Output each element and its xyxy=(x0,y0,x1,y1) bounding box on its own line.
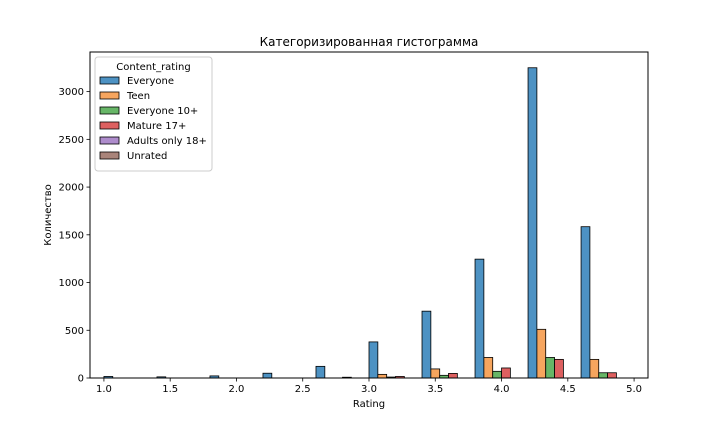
bar-teen-bin-9 xyxy=(589,358,600,379)
legend-label-unrated: Unrated xyxy=(127,151,167,162)
legend-label-everyone: Everyone xyxy=(127,76,174,87)
legend-swatch-everyone-10- xyxy=(99,106,120,115)
x-axis-label: Rating xyxy=(353,399,385,410)
bar-teen-bin-7 xyxy=(483,357,494,379)
y-tick-label: 0 xyxy=(78,374,84,385)
legend-box xyxy=(94,56,213,172)
y-tick-label: 2500 xyxy=(59,135,84,146)
bar-everyone-bin-9 xyxy=(580,226,591,379)
bar-everyone-bin-6 xyxy=(421,310,432,379)
x-tick-label: 3.5 xyxy=(427,384,443,395)
legend-swatch-everyone xyxy=(99,76,120,85)
y-tick-label: 3000 xyxy=(59,87,84,98)
y-axis-label: Количество xyxy=(43,184,54,246)
legend-label-adults-only-18-: Adults only 18+ xyxy=(127,136,207,147)
bar-mature-17--bin-7 xyxy=(501,367,511,379)
x-tick-label: 4.0 xyxy=(494,384,510,395)
x-tick-label: 1.5 xyxy=(162,384,178,395)
y-tick-label: 2000 xyxy=(59,183,84,194)
x-tick-label: 5.0 xyxy=(626,384,642,395)
bar-everyone-bin-3 xyxy=(262,372,273,379)
y-tick-label: 1000 xyxy=(59,278,84,289)
bar-everyone-10--bin-9 xyxy=(598,372,608,379)
legend-swatch-unrated xyxy=(99,151,120,160)
bar-mature-17--bin-9 xyxy=(607,372,617,379)
bar-teen-bin-6 xyxy=(430,368,441,379)
bar-everyone-bin-4 xyxy=(315,365,326,379)
legend-label-everyone-10-: Everyone 10+ xyxy=(127,106,198,117)
legend-label-teen: Teen xyxy=(126,91,150,102)
x-axis-ticks: 1.0 1.5 2.0 2.5 3.0 3.5 4.0 4.5 5.0 xyxy=(96,378,642,395)
legend-label-mature-17-: Mature 17+ xyxy=(127,121,186,132)
y-axis-ticks: 0 500 1000 1500 2000 2500 3000 xyxy=(59,87,90,385)
x-tick-label: 1.0 xyxy=(96,384,112,395)
bar-mature-17--bin-8 xyxy=(554,358,564,379)
bar-everyone-10--bin-7 xyxy=(492,370,502,379)
legend-swatch-adults-only-18- xyxy=(99,136,120,145)
x-tick-label: 3.0 xyxy=(361,384,377,395)
bars-layer xyxy=(103,67,617,379)
x-tick-label: 4.5 xyxy=(560,384,576,395)
bar-everyone-bin-5 xyxy=(368,341,379,379)
x-tick-label: 2.0 xyxy=(229,384,245,395)
y-tick-label: 1500 xyxy=(59,230,84,241)
bar-everyone-bin-8 xyxy=(527,67,538,379)
chart-title: Категоризированная гистограмма xyxy=(260,35,479,49)
legend: Content_rating Everyone Teen Everyone 10+ M… xyxy=(94,56,213,172)
legend-swatch-mature-17- xyxy=(99,121,120,130)
bar-mature-17--bin-6 xyxy=(448,373,458,379)
bar-everyone-10--bin-8 xyxy=(545,357,555,379)
legend-swatch-teen xyxy=(99,91,120,100)
y-tick-label: 500 xyxy=(65,326,84,337)
legend-title: Content_rating xyxy=(116,62,190,73)
bar-everyone-bin-7 xyxy=(474,258,485,379)
bar-teen-bin-5 xyxy=(377,373,388,379)
x-tick-label: 2.5 xyxy=(295,384,311,395)
bar-teen-bin-8 xyxy=(536,328,547,379)
